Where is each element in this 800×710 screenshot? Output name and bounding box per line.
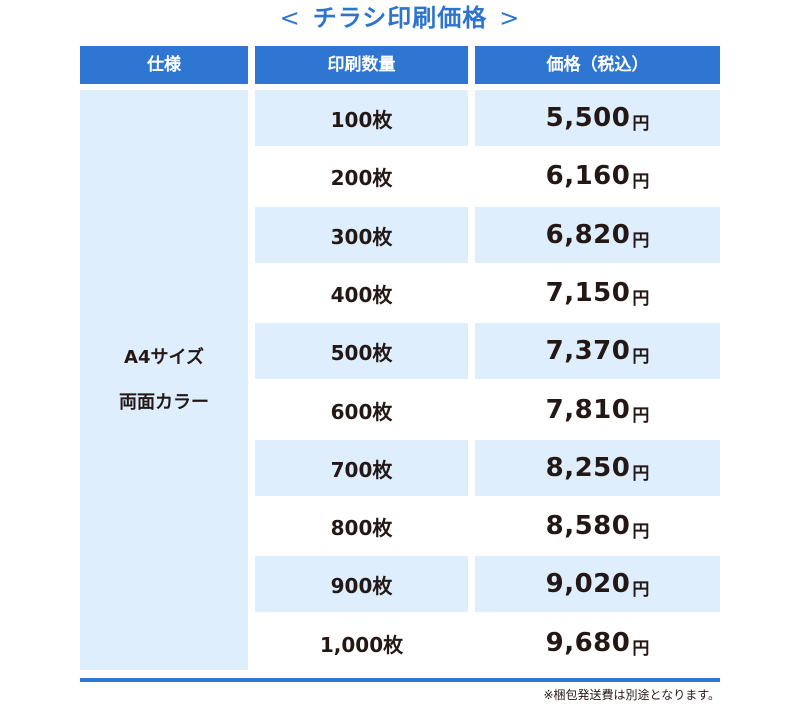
price-cell: 7,370 円 bbox=[475, 323, 720, 379]
table-row: 100枚 5,500 円 bbox=[255, 90, 720, 146]
table-row: 800枚 8,580 円 bbox=[255, 498, 720, 554]
quantity-cell: 700枚 bbox=[255, 440, 468, 496]
price-cell: 7,810 円 bbox=[475, 382, 720, 438]
quantity-cell: 500枚 bbox=[255, 323, 468, 379]
table-row: 900枚 9,020 円 bbox=[255, 556, 720, 612]
price-cell: 6,820 円 bbox=[475, 207, 720, 263]
spec-cell: A4サイズ 両面カラー bbox=[80, 90, 248, 670]
price-unit: 円 bbox=[632, 346, 650, 367]
price-cell: 9,680 円 bbox=[475, 615, 720, 671]
header-quantity: 印刷数量 bbox=[255, 46, 468, 84]
price-amount: 9,020 bbox=[545, 569, 631, 599]
quantity-cell: 100枚 bbox=[255, 90, 468, 146]
shipping-note: ※梱包発送費は別途となります。 bbox=[543, 688, 721, 702]
price-cell: 8,580 円 bbox=[475, 498, 720, 554]
quantity-cell: 300枚 bbox=[255, 207, 468, 263]
quantity-cell: 1,000枚 bbox=[319, 632, 404, 657]
price-unit: 円 bbox=[632, 638, 650, 659]
spec-size: A4サイズ bbox=[124, 347, 204, 368]
header-spec: 仕様 bbox=[80, 46, 248, 84]
price-amount: 6,160 bbox=[545, 161, 631, 191]
quantity-cell: 200枚 bbox=[330, 165, 393, 190]
price-unit: 円 bbox=[632, 463, 650, 484]
price-unit: 円 bbox=[632, 230, 650, 251]
price-cell: 8,250 円 bbox=[475, 440, 720, 496]
price-unit: 円 bbox=[632, 405, 650, 426]
price-amount: 5,500 bbox=[545, 103, 631, 133]
price-amount: 7,370 bbox=[545, 336, 631, 366]
quantity-cell: 600枚 bbox=[330, 399, 393, 424]
right-bracket: > bbox=[499, 4, 521, 32]
table-row: 300枚 6,820 円 bbox=[255, 207, 720, 263]
price-cell: 6,160 円 bbox=[475, 148, 720, 204]
price-unit: 円 bbox=[632, 113, 650, 134]
price-unit: 円 bbox=[632, 579, 650, 600]
header-price: 価格（税込） bbox=[475, 46, 720, 84]
price-amount: 7,150 bbox=[545, 278, 631, 308]
table-row: 700枚 8,250 円 bbox=[255, 440, 720, 496]
quantity-cell: 400枚 bbox=[330, 282, 393, 307]
left-bracket: < bbox=[279, 4, 301, 32]
spec-color: 両面カラー bbox=[119, 392, 209, 413]
quantity-cell: 800枚 bbox=[330, 515, 393, 540]
table-row: 600枚 7,810 円 bbox=[255, 382, 720, 438]
table-row: 200枚 6,160 円 bbox=[255, 148, 720, 204]
price-unit: 円 bbox=[632, 521, 650, 542]
price-cell: 7,150 円 bbox=[475, 265, 720, 321]
table-bottom-border bbox=[80, 678, 720, 682]
table-row: 400枚 7,150 円 bbox=[255, 265, 720, 321]
price-cell: 9,020 円 bbox=[475, 556, 720, 612]
price-unit: 円 bbox=[632, 171, 650, 192]
page-title: < チラシ印刷価格 > bbox=[0, 0, 800, 36]
price-amount: 9,680 bbox=[545, 628, 631, 658]
price-unit: 円 bbox=[632, 288, 650, 309]
table-row: 500枚 7,370 円 bbox=[255, 323, 720, 379]
table-row: 1,000枚 9,680 円 bbox=[255, 615, 720, 671]
price-cell: 5,500 円 bbox=[475, 90, 720, 146]
quantity-cell: 900枚 bbox=[255, 556, 468, 612]
price-amount: 8,250 bbox=[545, 453, 631, 483]
page-title-text: チラシ印刷価格 bbox=[312, 4, 488, 32]
price-amount: 8,580 bbox=[545, 511, 631, 541]
price-amount: 7,810 bbox=[545, 395, 631, 425]
price-amount: 6,820 bbox=[545, 220, 631, 250]
